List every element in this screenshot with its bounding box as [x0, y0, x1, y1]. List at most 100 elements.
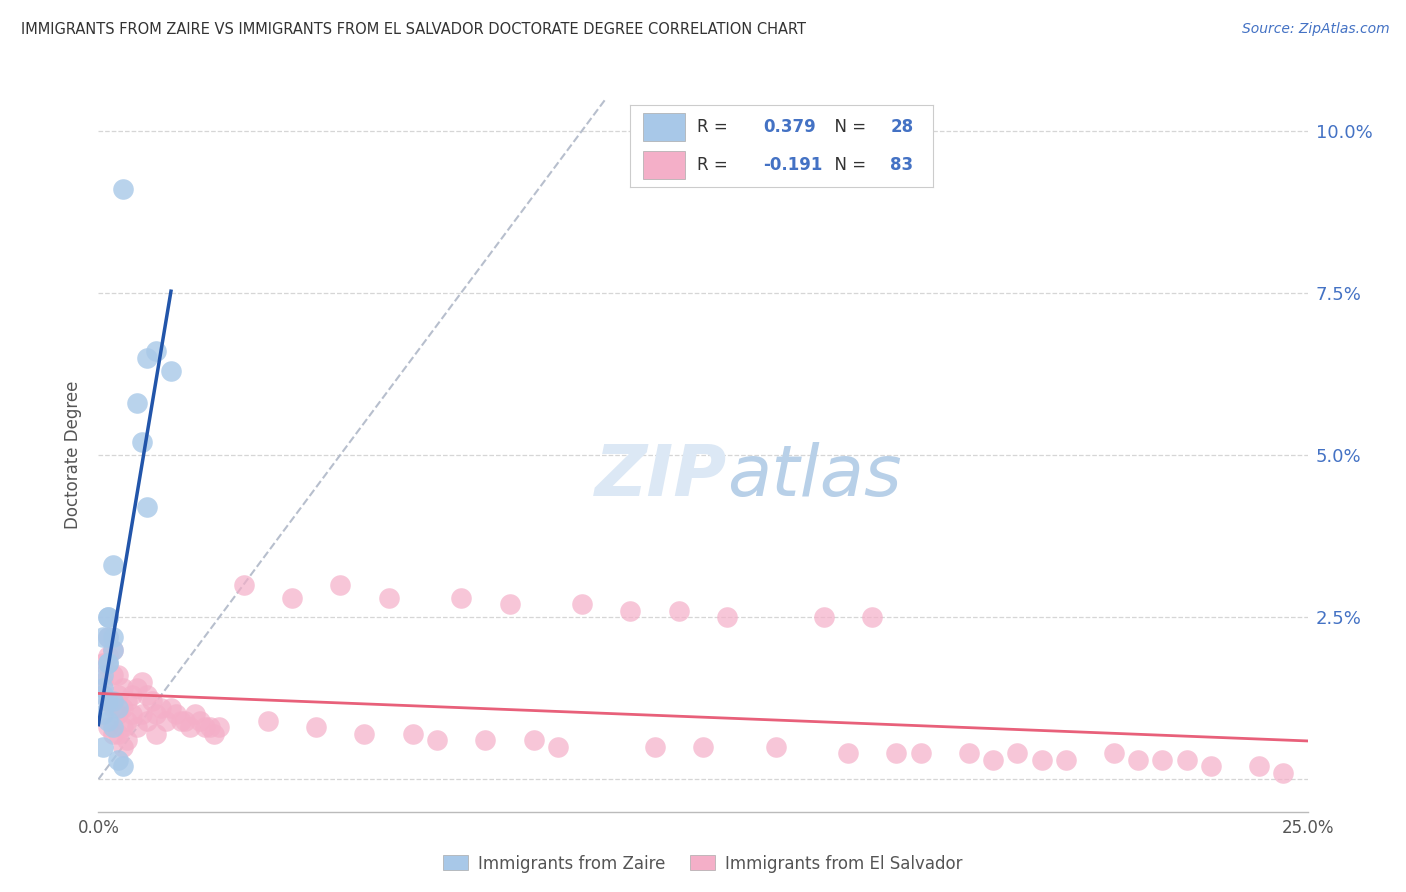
Point	[121, 707, 143, 722]
Point	[135, 714, 157, 728]
Text: atlas: atlas	[727, 442, 901, 511]
Point	[107, 688, 129, 702]
Point	[194, 720, 217, 734]
Point	[160, 701, 183, 715]
Point	[101, 694, 124, 708]
Point	[426, 733, 449, 747]
Point	[692, 739, 714, 754]
Point	[353, 727, 375, 741]
Point	[523, 733, 546, 747]
Point	[107, 701, 129, 715]
Point	[91, 656, 114, 670]
Point	[131, 434, 153, 449]
Point	[886, 747, 908, 761]
Point	[860, 610, 883, 624]
Text: IMMIGRANTS FROM ZAIRE VS IMMIGRANTS FROM EL SALVADOR DOCTORATE DEGREE CORRELATIO: IMMIGRANTS FROM ZAIRE VS IMMIGRANTS FROM…	[21, 22, 806, 37]
Point	[813, 610, 835, 624]
Point	[97, 694, 120, 708]
Point	[155, 714, 177, 728]
Point	[101, 642, 124, 657]
Point	[281, 591, 304, 605]
Point	[91, 681, 114, 696]
Point	[1199, 759, 1222, 773]
Point	[1175, 753, 1198, 767]
Point	[169, 714, 191, 728]
Point	[135, 688, 157, 702]
Point	[97, 648, 120, 663]
Point	[91, 688, 114, 702]
Point	[111, 759, 134, 773]
Point	[97, 720, 120, 734]
Point	[127, 396, 149, 410]
Point	[111, 681, 134, 696]
Point	[107, 668, 129, 682]
Point	[97, 610, 120, 624]
Point	[910, 747, 932, 761]
Point	[97, 610, 120, 624]
Point	[101, 630, 124, 644]
Legend: Immigrants from Zaire, Immigrants from El Salvador: Immigrants from Zaire, Immigrants from E…	[436, 848, 970, 880]
Point	[1152, 753, 1174, 767]
Point	[174, 714, 197, 728]
Point	[101, 727, 124, 741]
Text: Source: ZipAtlas.com: Source: ZipAtlas.com	[1241, 22, 1389, 37]
Point	[184, 707, 207, 722]
Point	[498, 597, 520, 611]
Point	[1272, 765, 1295, 780]
Point	[97, 694, 120, 708]
Point	[117, 694, 139, 708]
Point	[107, 727, 129, 741]
Point	[1249, 759, 1271, 773]
Point	[957, 747, 980, 761]
Text: ZIP: ZIP	[595, 442, 727, 511]
Point	[91, 707, 114, 722]
Point	[1128, 753, 1150, 767]
Point	[131, 675, 153, 690]
Point	[107, 707, 129, 722]
Point	[198, 720, 221, 734]
Point	[91, 668, 114, 682]
Point	[619, 604, 641, 618]
Point	[668, 604, 690, 618]
Point	[101, 720, 124, 734]
Point	[188, 714, 211, 728]
Point	[474, 733, 496, 747]
Point	[97, 630, 120, 644]
Point	[121, 688, 143, 702]
Point	[91, 675, 114, 690]
Point	[101, 642, 124, 657]
Y-axis label: Doctorate Degree: Doctorate Degree	[65, 381, 83, 529]
Point	[1031, 753, 1053, 767]
Point	[402, 727, 425, 741]
Point	[127, 681, 149, 696]
Point	[1054, 753, 1077, 767]
Point	[101, 668, 124, 682]
Point	[179, 720, 201, 734]
Point	[145, 707, 167, 722]
Point	[111, 182, 134, 196]
Point	[450, 591, 472, 605]
Point	[150, 701, 173, 715]
Point	[91, 739, 114, 754]
Point	[1102, 747, 1125, 761]
Point	[305, 720, 328, 734]
Point	[232, 577, 254, 591]
Point	[644, 739, 666, 754]
Point	[547, 739, 569, 754]
Point	[208, 720, 231, 734]
Point	[141, 694, 163, 708]
Point	[837, 747, 859, 761]
Point	[111, 701, 134, 715]
Point	[97, 656, 120, 670]
Point	[716, 610, 738, 624]
Point	[256, 714, 278, 728]
Point	[571, 597, 593, 611]
Point	[97, 714, 120, 728]
Point	[145, 344, 167, 359]
Point	[117, 733, 139, 747]
Point	[377, 591, 399, 605]
Point	[765, 739, 787, 754]
Point	[91, 630, 114, 644]
Point	[101, 701, 124, 715]
Point	[135, 351, 157, 365]
